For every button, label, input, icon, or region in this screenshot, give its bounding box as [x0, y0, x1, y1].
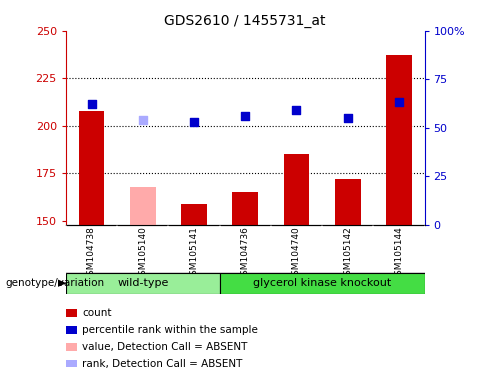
Point	[242, 113, 249, 119]
Point	[395, 99, 403, 106]
Text: GSM104738: GSM104738	[87, 226, 96, 281]
Bar	[335, 179, 361, 225]
Text: genotype/variation: genotype/variation	[5, 278, 104, 288]
Bar	[79, 111, 104, 225]
Text: glycerol kinase knockout: glycerol kinase knockout	[253, 278, 391, 288]
Text: GSM104740: GSM104740	[292, 226, 301, 281]
Text: GSM105142: GSM105142	[343, 226, 352, 281]
Point	[344, 115, 352, 121]
Text: GSM105140: GSM105140	[138, 226, 147, 281]
Bar	[130, 187, 156, 225]
Text: value, Detection Call = ABSENT: value, Detection Call = ABSENT	[82, 342, 248, 352]
Text: wild-type: wild-type	[117, 278, 168, 288]
Text: count: count	[82, 308, 112, 318]
Bar	[284, 154, 309, 225]
Polygon shape	[58, 280, 66, 287]
Point	[88, 101, 96, 108]
Text: GSM104736: GSM104736	[241, 226, 250, 281]
Text: GSM105144: GSM105144	[394, 226, 404, 281]
Bar	[232, 192, 258, 225]
Text: GSM105141: GSM105141	[189, 226, 199, 281]
Bar	[386, 55, 412, 225]
Bar	[181, 204, 207, 225]
Point	[190, 119, 198, 125]
Point	[293, 107, 301, 113]
Text: percentile rank within the sample: percentile rank within the sample	[82, 325, 258, 335]
Bar	[66, 273, 220, 294]
Title: GDS2610 / 1455731_at: GDS2610 / 1455731_at	[164, 14, 326, 28]
Point	[139, 117, 147, 123]
Bar	[220, 273, 425, 294]
Text: rank, Detection Call = ABSENT: rank, Detection Call = ABSENT	[82, 359, 243, 369]
